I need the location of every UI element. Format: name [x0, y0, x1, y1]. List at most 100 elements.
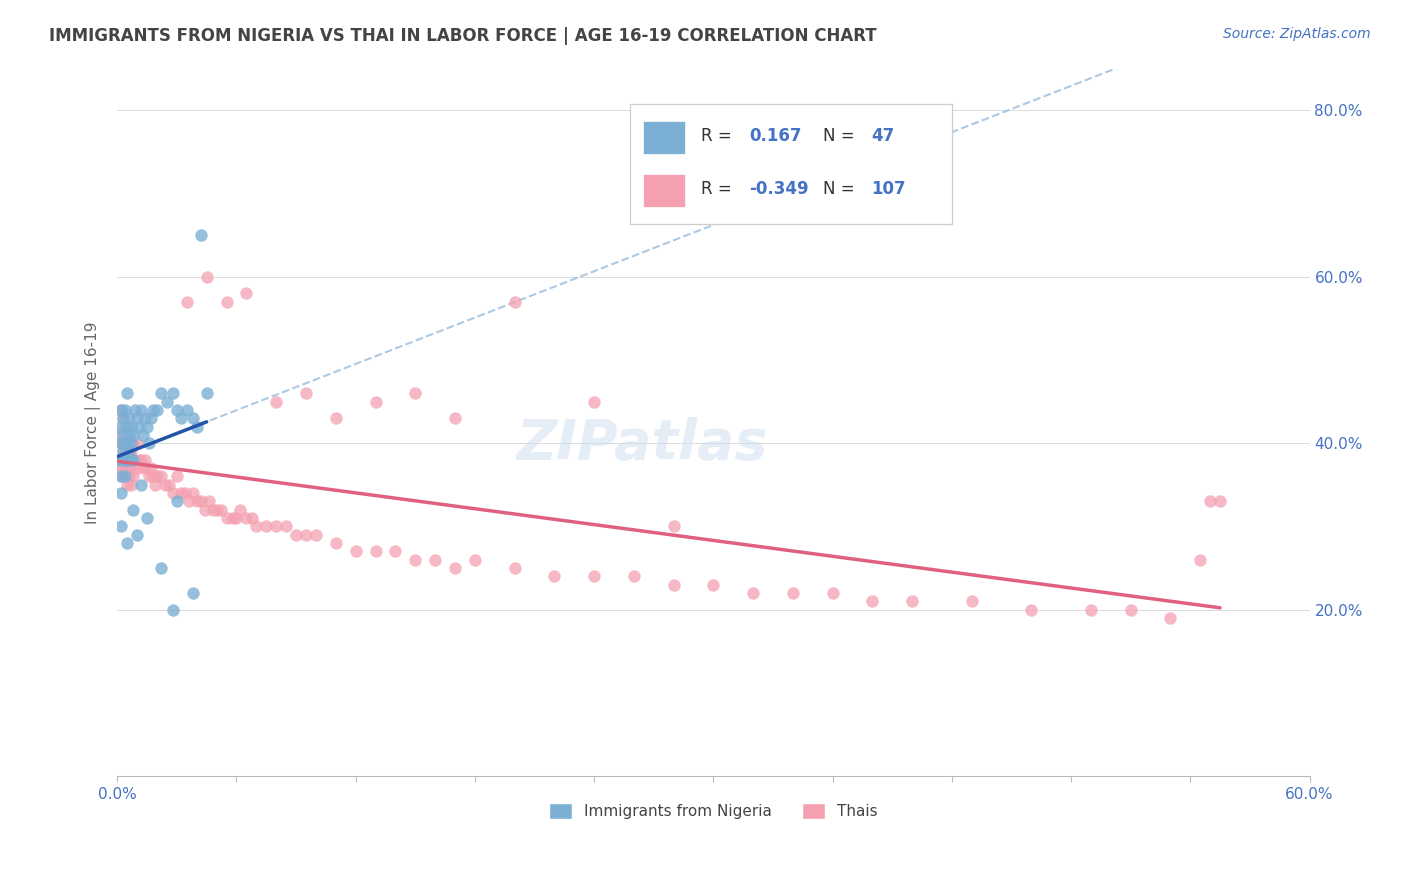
Point	[122, 502, 145, 516]
Point	[127, 461, 149, 475]
Point	[118, 469, 141, 483]
Point	[344, 544, 367, 558]
Point	[742, 586, 765, 600]
Point	[132, 427, 155, 442]
Point	[110, 436, 132, 450]
Point	[242, 511, 264, 525]
Point	[503, 294, 526, 309]
Point	[143, 477, 166, 491]
Point	[112, 452, 135, 467]
Point	[1159, 611, 1181, 625]
Point	[195, 269, 218, 284]
Point	[425, 552, 447, 566]
Point	[295, 527, 318, 541]
Point	[325, 536, 347, 550]
Point	[114, 469, 136, 483]
Point	[264, 519, 287, 533]
Point	[115, 536, 138, 550]
Point	[150, 386, 173, 401]
Point	[176, 402, 198, 417]
Point	[325, 411, 347, 425]
Point	[195, 386, 218, 401]
Point	[108, 452, 131, 467]
Point	[124, 402, 146, 417]
Text: Source: ZipAtlas.com: Source: ZipAtlas.com	[1223, 27, 1371, 41]
Point	[134, 411, 156, 425]
Point	[150, 469, 173, 483]
Point	[960, 594, 983, 608]
Point	[170, 486, 193, 500]
Point	[112, 427, 135, 442]
Point	[118, 436, 141, 450]
Point	[162, 602, 184, 616]
Point	[190, 494, 212, 508]
Point	[110, 402, 132, 417]
Point	[115, 444, 138, 458]
Point	[112, 436, 135, 450]
Point	[215, 294, 238, 309]
Point	[110, 461, 132, 475]
Point	[190, 227, 212, 242]
Point	[181, 486, 204, 500]
Point	[186, 494, 208, 508]
Point	[146, 469, 169, 483]
Point	[364, 544, 387, 558]
Point	[153, 477, 176, 491]
Point	[112, 411, 135, 425]
Point	[120, 444, 142, 458]
Point	[132, 461, 155, 475]
Point	[384, 544, 406, 558]
Point	[112, 444, 135, 458]
Point	[122, 469, 145, 483]
Point	[1199, 494, 1222, 508]
Point	[110, 469, 132, 483]
Point	[404, 552, 426, 566]
Point	[276, 519, 298, 533]
Point	[136, 419, 159, 434]
Point	[901, 594, 924, 608]
Point	[364, 394, 387, 409]
Point	[662, 519, 685, 533]
Point	[110, 519, 132, 533]
Point	[162, 386, 184, 401]
Point	[138, 436, 160, 450]
Point	[124, 452, 146, 467]
Point	[295, 386, 318, 401]
Point	[782, 586, 804, 600]
Point	[120, 436, 142, 450]
Point	[1080, 602, 1102, 616]
Point	[150, 561, 173, 575]
Point	[115, 452, 138, 467]
Point	[166, 402, 188, 417]
Point	[156, 394, 179, 409]
Point	[264, 394, 287, 409]
Point	[122, 452, 145, 467]
Point	[235, 286, 257, 301]
Point	[662, 577, 685, 591]
Point	[115, 436, 138, 450]
Point	[543, 569, 565, 583]
Point	[127, 527, 149, 541]
Point	[186, 419, 208, 434]
Point	[110, 436, 132, 450]
Point	[209, 502, 232, 516]
Point	[136, 511, 159, 525]
Point	[129, 402, 152, 417]
Point	[821, 586, 844, 600]
Point	[444, 411, 467, 425]
Point	[128, 419, 150, 434]
Point	[127, 411, 149, 425]
Point	[114, 402, 136, 417]
Point	[254, 519, 277, 533]
Legend: Immigrants from Nigeria, Thais: Immigrants from Nigeria, Thais	[543, 797, 884, 825]
Point	[146, 402, 169, 417]
Point	[860, 594, 883, 608]
Point	[170, 411, 193, 425]
Point	[115, 427, 138, 442]
Point	[120, 419, 142, 434]
Point	[305, 527, 328, 541]
Point	[114, 469, 136, 483]
Point	[108, 452, 131, 467]
Point	[115, 386, 138, 401]
Point	[108, 419, 131, 434]
